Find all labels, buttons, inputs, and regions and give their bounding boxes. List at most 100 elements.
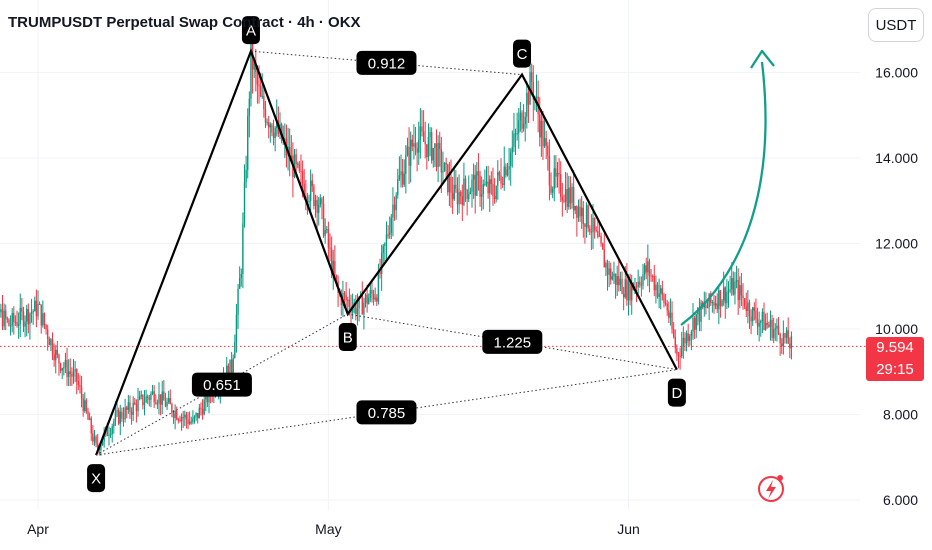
candle-body — [557, 173, 558, 177]
candle-body — [473, 175, 474, 180]
candle-body — [562, 197, 563, 201]
candle-body — [610, 268, 611, 279]
candle-body — [184, 415, 185, 418]
candle-body — [166, 402, 167, 406]
candle-body — [89, 418, 90, 419]
candle-body — [94, 437, 95, 442]
candle-body — [110, 434, 111, 435]
candle-body — [115, 412, 116, 421]
candle-body — [234, 342, 235, 358]
candle-body — [583, 208, 584, 224]
candle-body — [668, 310, 669, 317]
candle-body — [607, 263, 608, 275]
candle-body — [478, 171, 479, 175]
candle-body — [550, 185, 551, 192]
candle-body — [586, 205, 587, 227]
candle-body — [62, 368, 63, 371]
candle-body — [183, 417, 184, 418]
candle-body — [44, 313, 45, 325]
candle-body — [457, 189, 458, 205]
y-tick-label: 12.000 — [875, 236, 918, 252]
candle-body — [374, 298, 375, 300]
candle-body — [650, 276, 651, 277]
candle-body — [679, 356, 680, 357]
candle-body — [539, 114, 540, 137]
candle-body — [345, 295, 346, 300]
candle-body — [625, 279, 626, 297]
candle-body — [683, 338, 684, 346]
candle-body — [546, 138, 547, 146]
candle-body — [186, 415, 187, 420]
candle-body — [776, 326, 777, 329]
candle-body — [178, 419, 179, 420]
candle-body — [120, 412, 121, 424]
candle-body — [26, 309, 27, 321]
candle-body — [600, 236, 601, 244]
candle-body — [757, 319, 758, 326]
candle-body — [73, 371, 74, 376]
candle-body — [687, 333, 688, 341]
candle-body — [713, 302, 714, 305]
candle-body — [420, 126, 421, 139]
candle-body — [513, 134, 514, 147]
time-axis[interactable]: Apr May Jun — [27, 521, 640, 537]
candle-body — [671, 313, 672, 330]
candle-body — [429, 132, 430, 137]
candle-body — [665, 303, 666, 304]
candle-body — [189, 422, 190, 424]
candle-body — [241, 274, 242, 278]
candle-body — [460, 192, 461, 196]
candle-body — [439, 143, 440, 149]
candle-body — [597, 231, 598, 237]
candle-body — [91, 418, 92, 433]
candle-body — [84, 400, 85, 411]
currency-unit-button[interactable]: USDT — [868, 8, 924, 42]
candle-body — [149, 398, 150, 400]
candle-body — [508, 166, 509, 169]
candle-body — [362, 294, 363, 314]
x-tick-label: May — [315, 521, 341, 537]
candle-body — [53, 354, 54, 360]
candle-body — [510, 153, 511, 166]
candle-body — [412, 140, 413, 147]
candle-body — [239, 278, 240, 289]
candle-body — [16, 322, 17, 326]
candle-body — [489, 179, 490, 193]
candle-body — [197, 413, 198, 418]
candle-body — [399, 175, 400, 179]
candle-body — [528, 93, 529, 105]
candle-body — [158, 394, 159, 403]
tradingview-logo[interactable] — [759, 475, 783, 501]
candle-body — [328, 229, 329, 247]
candle-body — [781, 343, 782, 346]
candle-body — [612, 277, 613, 280]
candle-body — [257, 72, 258, 85]
candle-body — [655, 285, 656, 291]
candle-body — [147, 396, 148, 398]
candle-body — [173, 413, 174, 418]
candle-body — [368, 298, 369, 304]
candle-body — [773, 329, 774, 338]
candle-body — [786, 330, 787, 338]
candle-body — [591, 231, 592, 232]
candle-body — [495, 186, 496, 199]
candle-body — [542, 121, 543, 146]
candle-body — [45, 325, 46, 329]
candle-body — [723, 287, 724, 300]
candle-body — [121, 412, 122, 419]
price-axis[interactable]: 16.000 14.000 12.000 10.000 8.000 6.000 — [875, 65, 918, 509]
candle-body — [454, 185, 455, 200]
candle-body — [400, 171, 401, 175]
candle-body — [589, 228, 590, 231]
candle-body — [758, 323, 759, 327]
candle-body — [452, 193, 453, 199]
candle-body — [145, 396, 146, 402]
candle-body — [725, 287, 726, 303]
candle-body — [428, 137, 429, 157]
notification-dot — [777, 475, 783, 481]
candle-body — [391, 218, 392, 233]
candle-body — [599, 236, 600, 237]
candle-body — [752, 308, 753, 322]
candle-body — [741, 285, 742, 295]
